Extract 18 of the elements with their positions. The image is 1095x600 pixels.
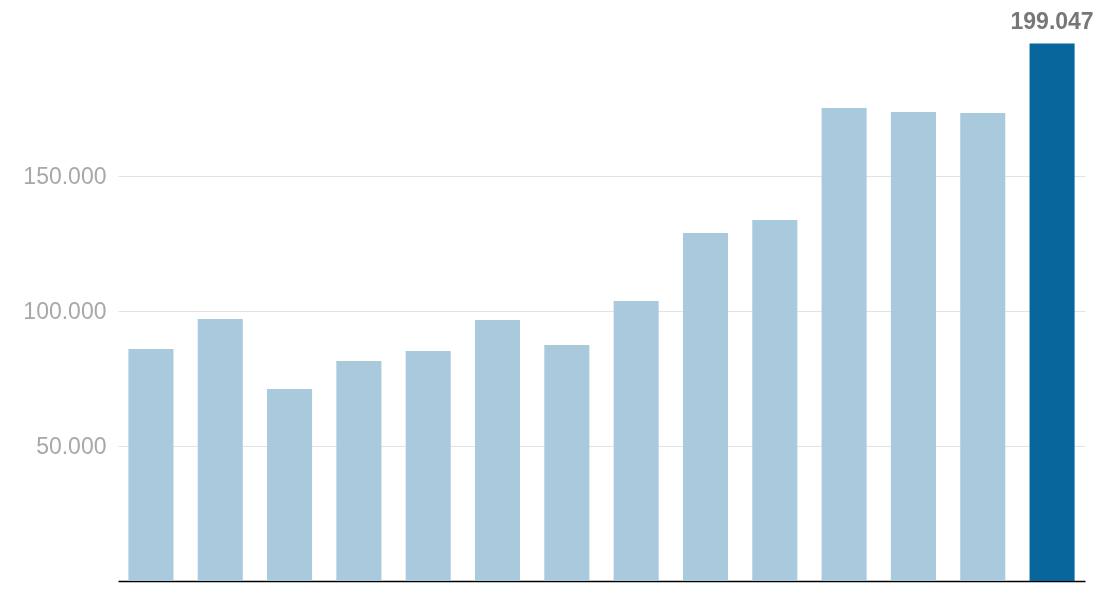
- bar: [128, 349, 174, 581]
- bar: [544, 345, 590, 581]
- bar: [613, 301, 659, 581]
- data-label: 199.047: [1010, 7, 1094, 34]
- bar: [197, 319, 243, 581]
- y-tick-label: 50.000: [36, 432, 107, 459]
- bar: [267, 389, 313, 581]
- y-tick-label: 150.000: [23, 162, 107, 189]
- bar: [960, 113, 1006, 581]
- bar: [1029, 43, 1075, 581]
- bar: [474, 319, 521, 581]
- y-tick-label: 100.000: [23, 297, 107, 324]
- bar: [890, 112, 936, 581]
- bar: [405, 350, 451, 581]
- bar: [336, 360, 382, 581]
- bar: [752, 220, 798, 581]
- bar: [682, 232, 729, 581]
- bar: [821, 107, 867, 581]
